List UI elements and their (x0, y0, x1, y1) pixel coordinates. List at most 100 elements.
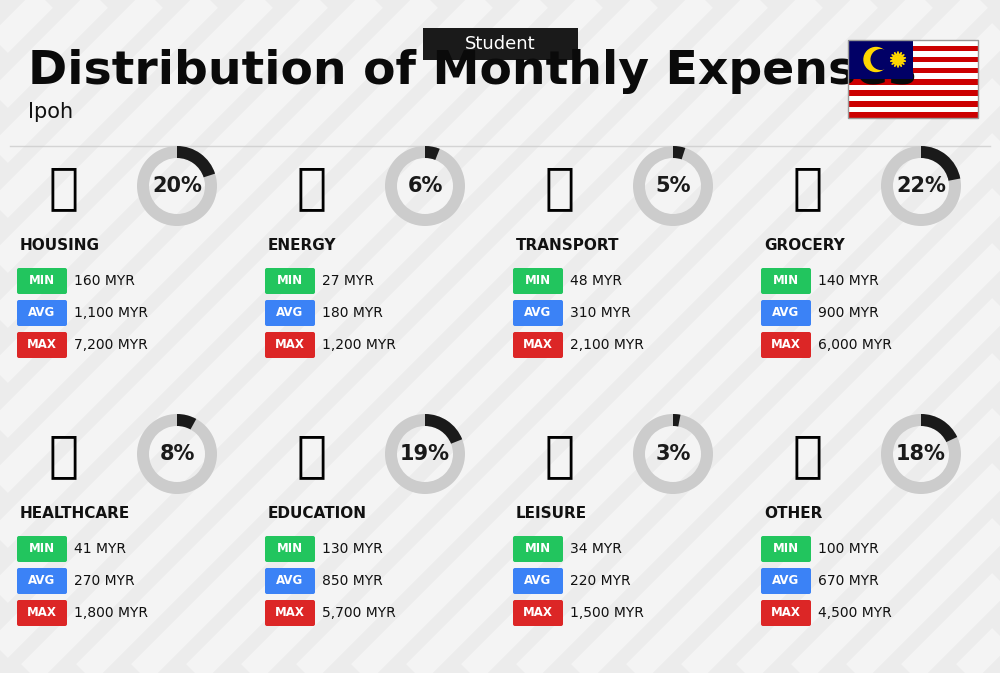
FancyBboxPatch shape (848, 40, 913, 79)
Wedge shape (881, 146, 961, 226)
Circle shape (871, 50, 891, 69)
Wedge shape (633, 146, 713, 226)
FancyBboxPatch shape (265, 300, 315, 326)
Text: MAX: MAX (275, 606, 305, 620)
Text: 1,800 MYR: 1,800 MYR (74, 606, 148, 620)
Wedge shape (425, 414, 462, 444)
FancyBboxPatch shape (848, 112, 978, 118)
Text: 20%: 20% (152, 176, 202, 196)
Text: AVG: AVG (276, 306, 304, 320)
FancyBboxPatch shape (513, 568, 563, 594)
Text: 💰: 💰 (793, 432, 823, 480)
Text: GROCERY: GROCERY (764, 238, 845, 254)
FancyBboxPatch shape (513, 332, 563, 358)
Text: 160 MYR: 160 MYR (74, 274, 135, 288)
Text: EDUCATION: EDUCATION (268, 507, 367, 522)
FancyBboxPatch shape (17, 536, 67, 562)
Wedge shape (673, 414, 680, 427)
Text: 🏥: 🏥 (49, 432, 79, 480)
Text: MAX: MAX (27, 606, 57, 620)
Text: 27 MYR: 27 MYR (322, 274, 374, 288)
FancyBboxPatch shape (848, 57, 978, 63)
Text: AVG: AVG (28, 306, 56, 320)
Text: 4,500 MYR: 4,500 MYR (818, 606, 892, 620)
FancyBboxPatch shape (761, 568, 811, 594)
Text: 220 MYR: 220 MYR (570, 574, 631, 588)
Text: 180 MYR: 180 MYR (322, 306, 383, 320)
FancyBboxPatch shape (761, 300, 811, 326)
Text: MIN: MIN (29, 275, 55, 287)
FancyBboxPatch shape (848, 51, 978, 57)
FancyBboxPatch shape (848, 96, 978, 101)
FancyBboxPatch shape (17, 332, 67, 358)
Text: 670 MYR: 670 MYR (818, 574, 879, 588)
Text: MAX: MAX (523, 606, 553, 620)
FancyBboxPatch shape (848, 63, 978, 68)
FancyBboxPatch shape (513, 300, 563, 326)
FancyBboxPatch shape (848, 107, 978, 112)
Wedge shape (921, 414, 957, 442)
FancyBboxPatch shape (513, 536, 563, 562)
Text: MAX: MAX (275, 339, 305, 351)
FancyBboxPatch shape (761, 332, 811, 358)
Text: 8%: 8% (159, 444, 195, 464)
Polygon shape (890, 52, 906, 67)
Wedge shape (385, 414, 465, 494)
FancyBboxPatch shape (265, 600, 315, 626)
FancyBboxPatch shape (17, 268, 67, 294)
Circle shape (864, 48, 888, 71)
FancyBboxPatch shape (761, 536, 811, 562)
Wedge shape (177, 414, 196, 429)
Text: 7,200 MYR: 7,200 MYR (74, 338, 148, 352)
Text: 🛍: 🛍 (545, 432, 575, 480)
Text: MIN: MIN (525, 275, 551, 287)
Text: 48 MYR: 48 MYR (570, 274, 622, 288)
Text: 6,000 MYR: 6,000 MYR (818, 338, 892, 352)
Text: AVG: AVG (524, 306, 552, 320)
Text: MIN: MIN (773, 275, 799, 287)
Text: 41 MYR: 41 MYR (74, 542, 126, 556)
Text: 3%: 3% (655, 444, 691, 464)
Text: AVG: AVG (772, 575, 800, 588)
Text: MIN: MIN (29, 542, 55, 555)
Text: 1,500 MYR: 1,500 MYR (570, 606, 644, 620)
Text: 🚌: 🚌 (545, 164, 575, 212)
Text: Distribution of Monthly Expenses: Distribution of Monthly Expenses (28, 50, 916, 94)
Wedge shape (881, 414, 961, 494)
Text: HOUSING: HOUSING (20, 238, 100, 254)
FancyBboxPatch shape (848, 46, 978, 51)
FancyBboxPatch shape (761, 268, 811, 294)
FancyBboxPatch shape (848, 79, 978, 85)
Text: HEALTHCARE: HEALTHCARE (20, 507, 130, 522)
Text: 34 MYR: 34 MYR (570, 542, 622, 556)
Text: 19%: 19% (400, 444, 450, 464)
FancyBboxPatch shape (848, 40, 978, 46)
Text: AVG: AVG (276, 575, 304, 588)
FancyBboxPatch shape (761, 600, 811, 626)
Text: 🏢: 🏢 (49, 164, 79, 212)
Text: 🔌: 🔌 (297, 164, 327, 212)
FancyBboxPatch shape (17, 568, 67, 594)
Text: 310 MYR: 310 MYR (570, 306, 631, 320)
Text: 18%: 18% (896, 444, 946, 464)
Text: 100 MYR: 100 MYR (818, 542, 879, 556)
Text: Student: Student (465, 35, 535, 53)
FancyBboxPatch shape (848, 90, 978, 96)
FancyBboxPatch shape (513, 600, 563, 626)
Text: MAX: MAX (27, 339, 57, 351)
FancyBboxPatch shape (17, 600, 67, 626)
Text: MIN: MIN (525, 542, 551, 555)
Text: 5,700 MYR: 5,700 MYR (322, 606, 396, 620)
FancyBboxPatch shape (848, 73, 978, 79)
Text: 900 MYR: 900 MYR (818, 306, 879, 320)
Wedge shape (921, 146, 960, 181)
Wedge shape (425, 146, 440, 160)
Wedge shape (137, 414, 217, 494)
Wedge shape (633, 414, 713, 494)
FancyBboxPatch shape (265, 332, 315, 358)
Text: LEISURE: LEISURE (516, 507, 587, 522)
FancyBboxPatch shape (513, 268, 563, 294)
FancyBboxPatch shape (17, 300, 67, 326)
Text: 850 MYR: 850 MYR (322, 574, 383, 588)
Text: TRANSPORT: TRANSPORT (516, 238, 620, 254)
